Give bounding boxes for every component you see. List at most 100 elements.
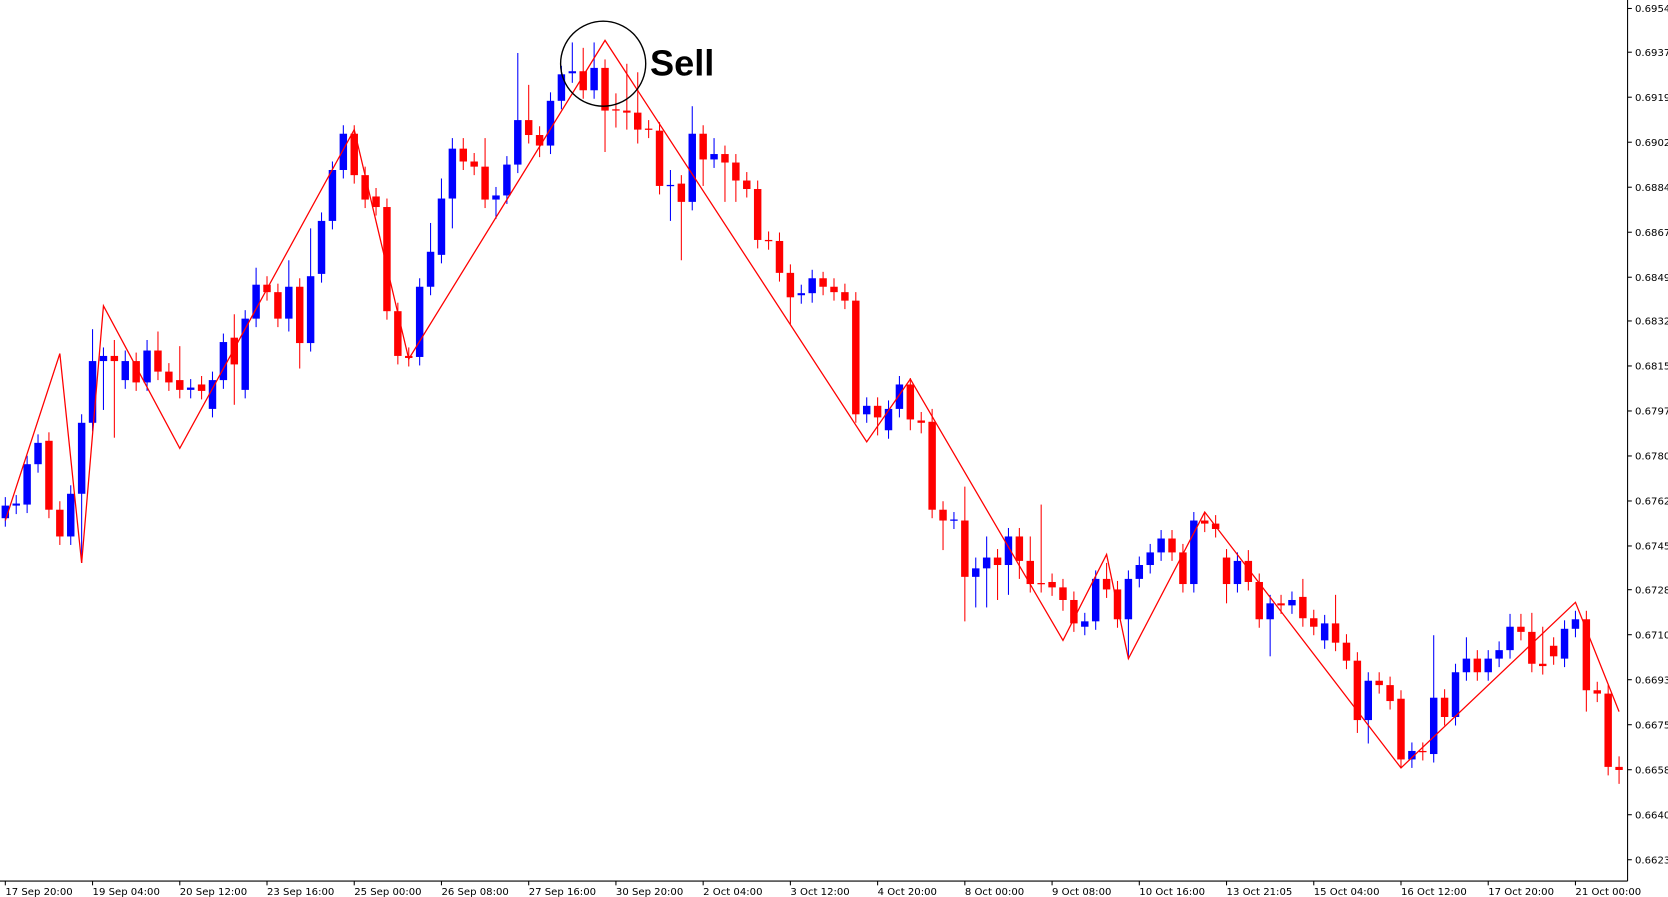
candle-body xyxy=(1255,581,1263,620)
candle-body xyxy=(1048,581,1056,588)
candle-body xyxy=(1310,618,1318,627)
candle-body xyxy=(88,361,97,423)
candle-body xyxy=(34,442,42,465)
candle-body xyxy=(176,380,184,390)
candle-body xyxy=(394,311,402,356)
candle-body xyxy=(317,220,326,274)
candle-body xyxy=(950,519,958,521)
x-tick-label: 9 Oct 08:00 xyxy=(1052,887,1111,897)
candle-body xyxy=(1233,560,1242,585)
candle-body xyxy=(1440,697,1449,718)
y-tick-label: 0.68325 xyxy=(1635,317,1668,328)
candle-body xyxy=(753,189,762,240)
candle-body xyxy=(328,169,337,221)
candle-body xyxy=(1124,578,1133,620)
candle-body xyxy=(1353,660,1362,721)
candle-body xyxy=(1299,596,1307,619)
x-tick-label: 23 Sep 16:00 xyxy=(267,887,334,897)
candle-body xyxy=(1549,645,1558,657)
candle-body xyxy=(23,464,31,505)
x-tick-label: 10 Oct 16:00 xyxy=(1139,887,1205,897)
candle-body xyxy=(415,286,424,357)
candle-body xyxy=(252,284,260,319)
y-tick-label: 0.69370 xyxy=(1635,48,1668,59)
candle-body xyxy=(219,342,228,381)
candle-body xyxy=(1615,766,1623,770)
candle-body xyxy=(56,509,64,537)
candle-body xyxy=(514,120,522,165)
x-tick-label: 30 Sep 20:00 xyxy=(616,887,683,897)
candle-body xyxy=(961,520,969,577)
y-tick-label: 0.67625 xyxy=(1635,497,1668,508)
candle-body xyxy=(1386,685,1394,702)
y-tick-label: 0.66230 xyxy=(1635,855,1668,866)
candle-body xyxy=(470,161,478,167)
candle-body xyxy=(110,355,119,362)
candle-body xyxy=(1408,750,1416,760)
candle-body xyxy=(601,67,609,111)
candle-body xyxy=(1604,693,1612,767)
candle-body xyxy=(350,133,358,176)
candle-body xyxy=(1277,603,1285,606)
x-tick-label: 16 Oct 12:00 xyxy=(1401,887,1467,897)
candle-body xyxy=(1146,552,1154,566)
candle-body xyxy=(1179,552,1187,585)
candle-body xyxy=(1059,587,1067,600)
y-tick-label: 0.69195 xyxy=(1635,93,1668,104)
candle-body xyxy=(917,420,925,423)
candle-body xyxy=(1593,690,1601,694)
candle-body xyxy=(797,293,806,296)
y-tick-label: 0.68670 xyxy=(1635,228,1668,239)
x-tick-label: 13 Oct 21:05 xyxy=(1227,887,1293,897)
candle-body xyxy=(579,71,587,91)
candle-body xyxy=(808,278,816,294)
candle-body xyxy=(1451,672,1460,718)
candle-body xyxy=(743,180,751,190)
y-tick-label: 0.67280 xyxy=(1635,585,1668,596)
candle-body xyxy=(1037,583,1045,585)
candle-body xyxy=(1004,536,1013,566)
candle-body xyxy=(77,422,86,494)
candle-body xyxy=(1102,578,1111,590)
x-tick-label: 21 Oct 00:00 xyxy=(1575,887,1641,897)
candle-body xyxy=(197,384,206,391)
candle-body xyxy=(634,112,642,130)
y-tick-label: 0.68495 xyxy=(1635,273,1668,284)
candle-body xyxy=(1375,680,1383,686)
candle-body xyxy=(1517,626,1525,632)
candle-body xyxy=(1473,658,1482,673)
candle-body xyxy=(1571,619,1580,629)
candle-body xyxy=(732,162,740,181)
candle-body xyxy=(1484,658,1492,673)
candle-body xyxy=(67,493,75,537)
y-tick-label: 0.67450 xyxy=(1635,542,1668,553)
candle-body xyxy=(295,286,304,344)
candle-body xyxy=(612,109,620,111)
candle-body xyxy=(230,337,239,365)
candle-body xyxy=(339,133,348,170)
candle-body xyxy=(1,505,10,519)
x-tick-label: 20 Sep 12:00 xyxy=(180,887,247,897)
candle-body xyxy=(1364,680,1373,721)
x-tick-label: 2 Oct 04:00 xyxy=(703,887,762,897)
candle-body xyxy=(383,207,391,312)
candle-body xyxy=(1135,565,1144,579)
zigzag-line xyxy=(4,39,1620,769)
candle-body xyxy=(1081,621,1089,627)
candle-body xyxy=(1026,560,1034,585)
candle-body xyxy=(372,196,380,208)
candle-body xyxy=(972,568,980,577)
x-tick-label: 4 Oct 20:00 xyxy=(878,887,937,897)
annotation: Sell xyxy=(650,42,714,83)
candle-body xyxy=(688,133,696,202)
y-tick-label: 0.66930 xyxy=(1635,675,1668,686)
candle-body xyxy=(1157,538,1165,553)
candle-body xyxy=(590,67,598,91)
candle-body xyxy=(1419,750,1427,753)
candle-body xyxy=(1560,628,1569,659)
candle-body xyxy=(459,148,467,162)
plot xyxy=(1,39,1623,784)
candle-body xyxy=(437,198,446,255)
